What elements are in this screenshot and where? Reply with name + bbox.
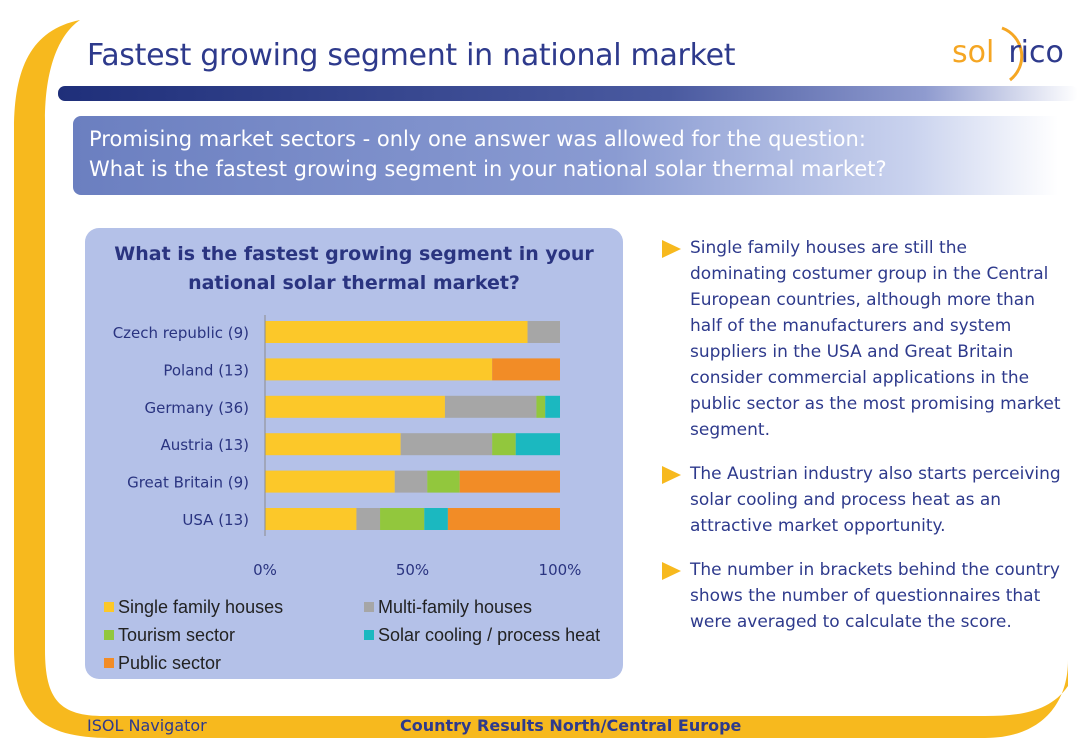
bar-segment [265, 433, 401, 456]
legend-label: Public sector [118, 653, 222, 673]
bar-segment [459, 470, 560, 493]
legend-item: Tourism sector [104, 625, 235, 646]
bullet-item: Single family houses are still the domin… [662, 235, 1062, 443]
bar-segment [265, 470, 395, 493]
footer-left: ISOL Navigator [87, 716, 207, 735]
bar-segment [527, 321, 560, 343]
bar-segment [380, 508, 425, 530]
legend-label: Solar cooling / process heat [378, 625, 601, 645]
legend-swatch [104, 630, 114, 640]
stacked-bar-chart: Czech republic (9) Poland (13) Germany (36… [113, 315, 582, 579]
x-tick-label: 100% [539, 561, 582, 579]
logo-text-rico: rico [1008, 35, 1064, 70]
bar-segment [536, 395, 546, 418]
x-tick-label: 50% [396, 561, 429, 579]
bar-segment [515, 433, 560, 456]
banner-line-1: Promising market sectors - only one answ… [89, 127, 866, 151]
question-banner [73, 116, 1058, 195]
legend-swatch [104, 658, 114, 668]
bullet-list: Single family houses are still the domin… [662, 235, 1062, 653]
bar-segment [265, 508, 357, 530]
legend-label: Tourism sector [118, 625, 236, 645]
legend-label: Multi-family houses [378, 597, 533, 617]
bar-segment [492, 433, 516, 456]
bar-segment [394, 470, 428, 493]
bar-segment [424, 508, 448, 530]
banner-line-2: What is the fastest growing segment in y… [89, 157, 887, 181]
category-label: USA (13) [182, 511, 249, 529]
category-label: Germany (36) [144, 399, 249, 417]
chart-title: What is the fastest growing segment in y… [114, 243, 594, 294]
legend-item: Solar cooling / process heat [364, 625, 600, 646]
legend-label: Single family houses [118, 597, 284, 617]
chart-legend: Single family houses Multi-family houses T… [104, 597, 624, 679]
bar-segment [265, 321, 528, 343]
triangle-bullet-icon [662, 562, 681, 580]
category-label: Poland (13) [163, 361, 249, 379]
footer-center: Country Results North/Central Europe [400, 716, 742, 735]
legend-swatch [364, 630, 374, 640]
page-title: Fastest growing segment in national mark… [87, 38, 736, 73]
bar-segment [427, 470, 460, 493]
bar-segment [545, 395, 560, 418]
bar-segment [444, 395, 537, 418]
bullet-text: The number in brackets behind the countr… [690, 560, 1060, 632]
triangle-bullet-icon [662, 466, 681, 484]
bar-segment [356, 508, 381, 530]
legend-item: Multi-family houses [364, 597, 532, 618]
triangle-bullet-icon [662, 240, 681, 258]
title-underline [58, 86, 1078, 101]
bar-segment [400, 433, 493, 456]
category-label: Czech republic (9) [113, 324, 249, 342]
legend-item: Single family houses [104, 597, 283, 618]
legend-swatch [104, 602, 114, 612]
sun-arc-icon [1001, 26, 1024, 82]
bar-segment [265, 395, 445, 418]
legend-swatch [364, 602, 374, 612]
category-label: Great Britain (9) [127, 474, 249, 492]
bar-segment [265, 358, 493, 381]
category-label: Austria (13) [160, 436, 249, 454]
solrico-logo: sol rico [952, 22, 1072, 82]
bullet-text: The Austrian industry also starts percei… [690, 464, 1061, 536]
bullet-item: The number in brackets behind the countr… [662, 557, 1062, 635]
bar-segment [492, 358, 560, 381]
logo-text-sol: sol [952, 35, 995, 70]
question-banner-text: Promising market sectors - only one answ… [89, 124, 1049, 184]
bullet-item: The Austrian industry also starts percei… [662, 461, 1062, 539]
legend-item: Public sector [104, 653, 221, 674]
bar-segment [447, 508, 560, 530]
x-tick-label: 0% [253, 561, 277, 579]
bullet-text: Single family houses are still the domin… [690, 238, 1061, 440]
